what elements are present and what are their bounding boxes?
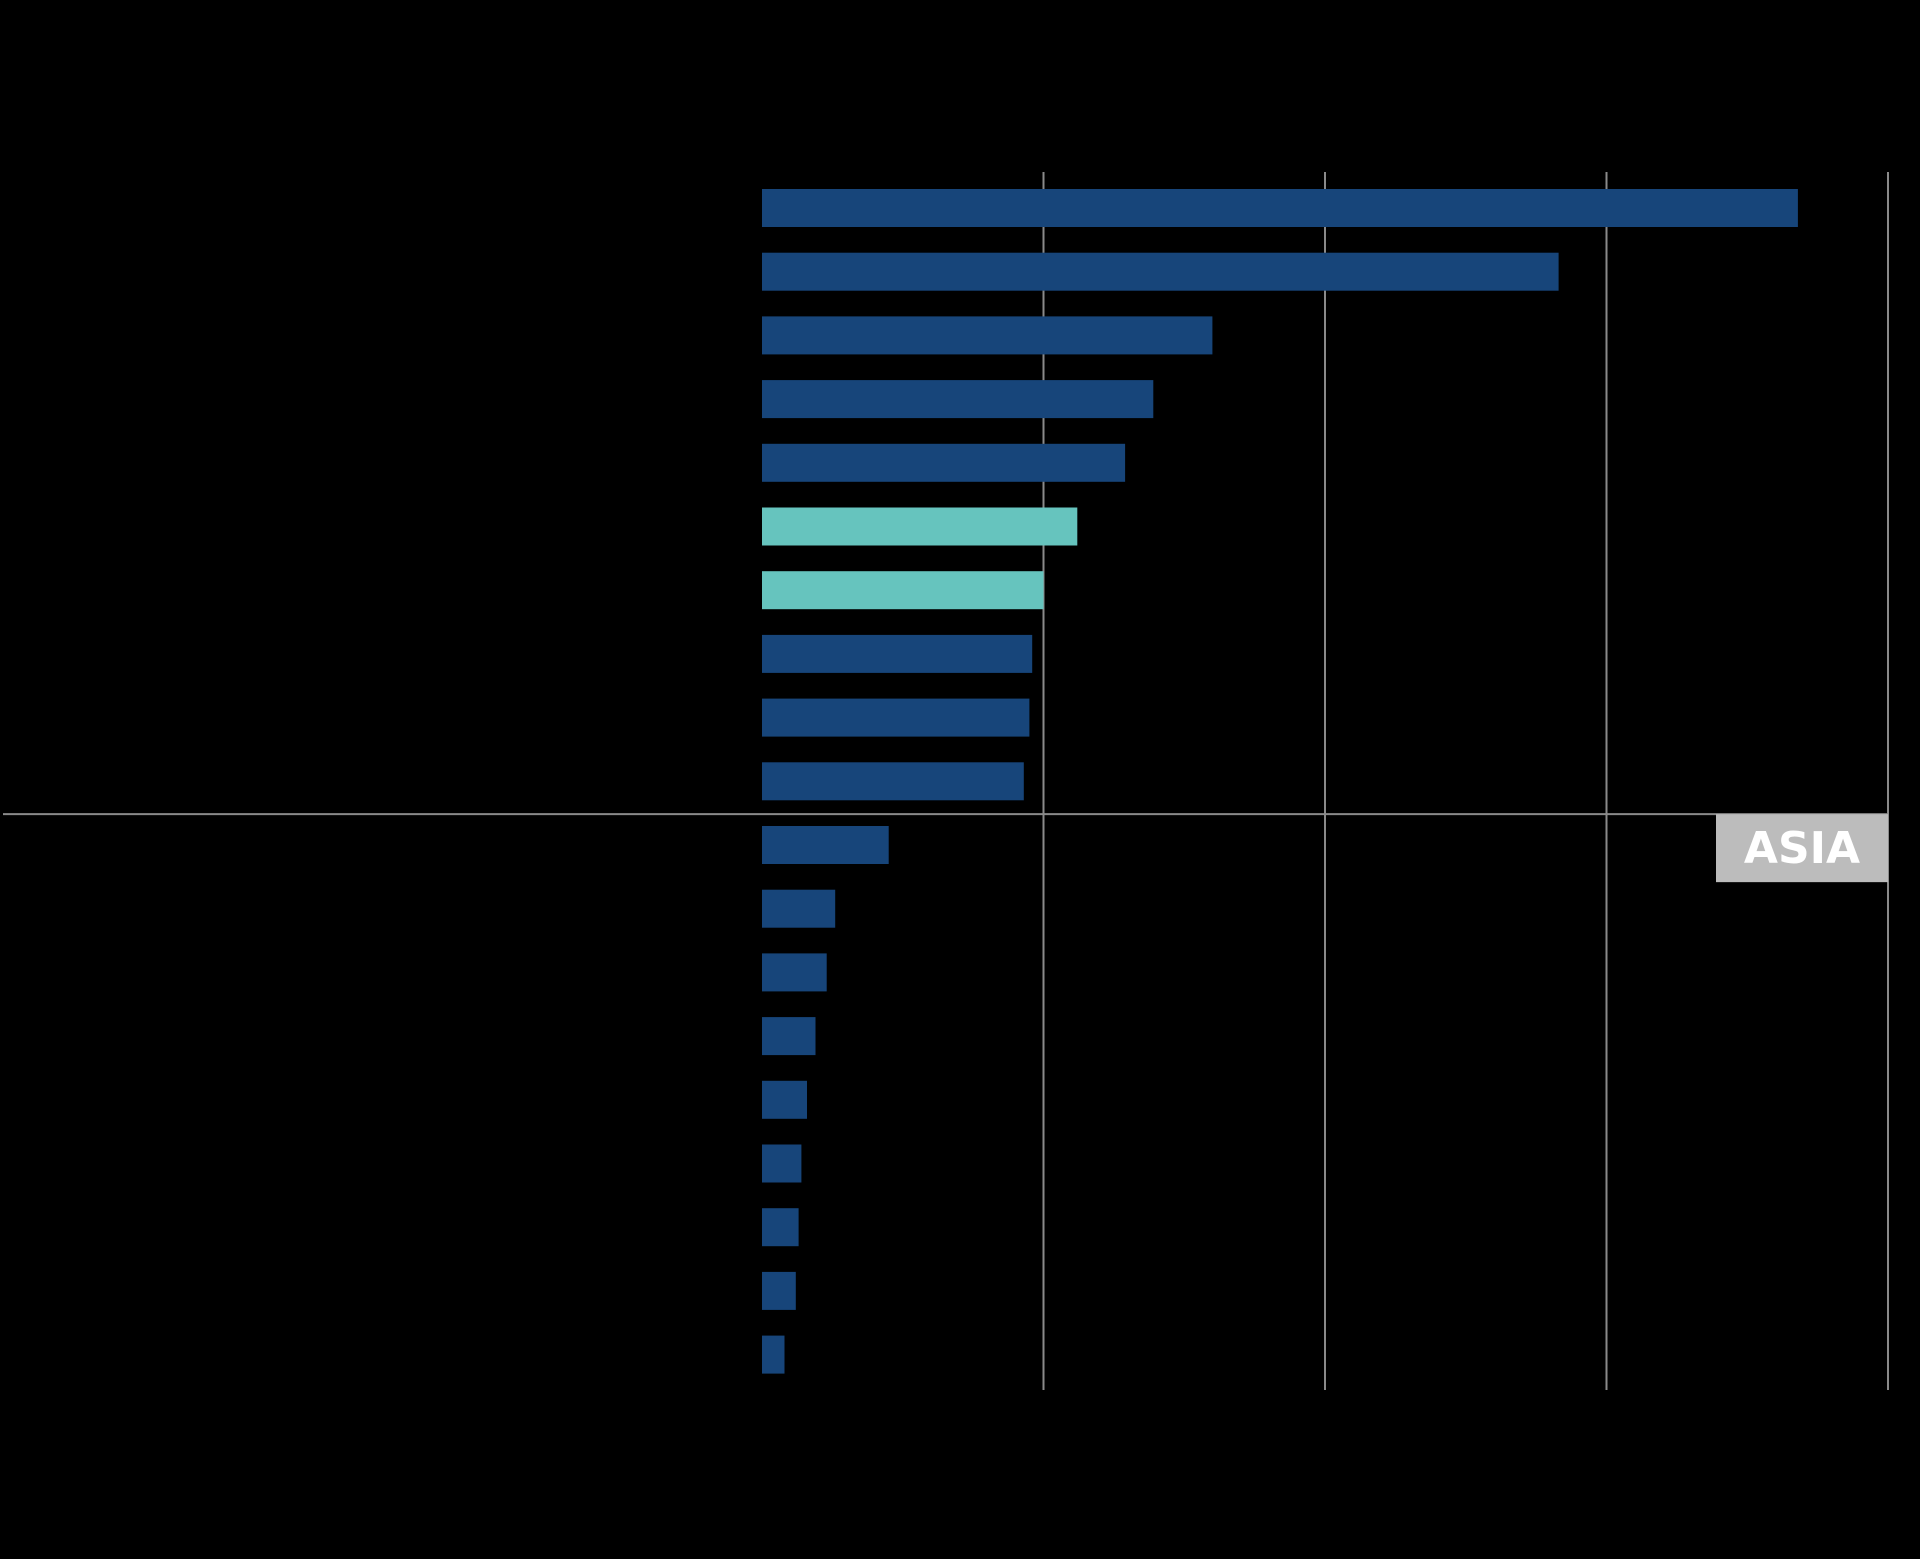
bar-18	[762, 1271, 796, 1310]
bar-5	[762, 443, 1126, 482]
bar-1	[762, 189, 1798, 227]
bar-9	[762, 698, 1030, 737]
bar-14	[762, 1017, 816, 1056]
bar-13	[762, 953, 827, 992]
gridlines	[1042, 172, 1889, 1390]
bar-15	[762, 1080, 807, 1119]
bar-10	[762, 762, 1024, 801]
bar-6	[762, 507, 1078, 546]
bar-17	[762, 1208, 799, 1247]
bar-4	[762, 380, 1154, 419]
bar-12	[762, 889, 836, 928]
bar-16	[762, 1144, 802, 1183]
bar-7	[762, 571, 1044, 610]
bar-8	[762, 634, 1033, 673]
bar-19	[762, 1335, 785, 1374]
group-label-tag: ASIA	[1716, 814, 1888, 883]
group-label-background	[1716, 814, 1888, 883]
bar-3	[762, 316, 1213, 355]
group-label-text: ASIA	[1744, 823, 1860, 874]
bar-11	[762, 826, 889, 864]
bars	[762, 189, 1798, 1374]
bar-2	[762, 252, 1559, 291]
